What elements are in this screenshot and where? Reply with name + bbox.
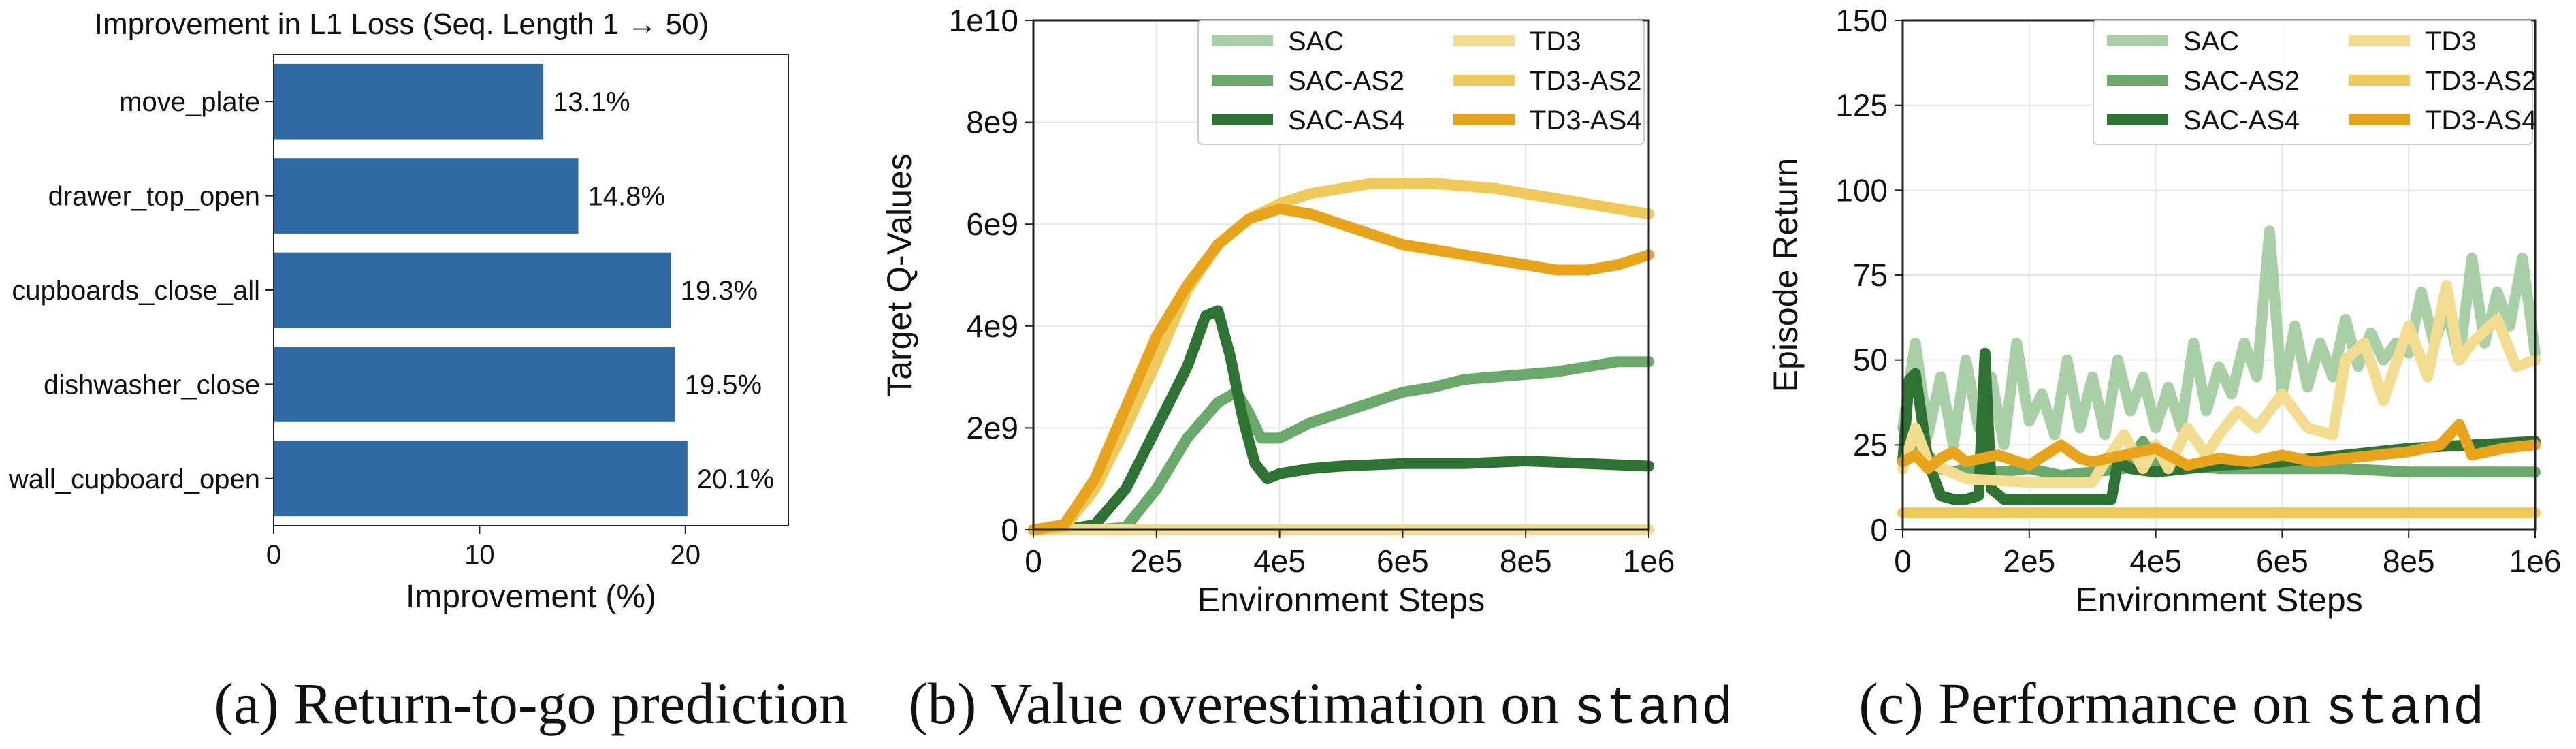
chart-b-series-sac-as4 bbox=[1028, 305, 1654, 535]
caption-code: stand bbox=[2325, 680, 2485, 739]
chart-c-x-tick-label: 8e5 bbox=[2383, 543, 2435, 579]
chart-b-x-axis-label: Environment Steps bbox=[1197, 581, 1485, 619]
chart-b-y-tick-label: 1e10 bbox=[949, 3, 1018, 38]
caption-text: (c) Performance on bbox=[1858, 671, 2325, 736]
bar-value-label: 13.1% bbox=[553, 87, 630, 117]
chart-c-y-axis-label: Episode Return bbox=[1767, 158, 1805, 393]
chart-b-legend-label: TD3-AS2 bbox=[1530, 66, 1642, 96]
chart-c-x-tick-label: 0 bbox=[1894, 543, 1912, 579]
chart-c-series-sac bbox=[1897, 225, 2541, 451]
chart-c-y-tick-label: 25 bbox=[1853, 427, 1888, 462]
captions: (a) Return-to-go prediction (b) Value ove… bbox=[214, 671, 2484, 739]
chart-c-legend-label: SAC-AS4 bbox=[2183, 106, 2300, 136]
chart-c-y-tick-label: 0 bbox=[1870, 512, 1888, 547]
chart-b-y-tick-label: 6e9 bbox=[966, 206, 1018, 242]
chart-b-y-tick-label: 2e9 bbox=[966, 410, 1018, 445]
caption-c: (c) Performance on stand bbox=[1858, 671, 2484, 739]
chart-c-y-tick-label: 75 bbox=[1853, 257, 1888, 293]
chart-b-x-tick-label: 6e5 bbox=[1376, 543, 1429, 579]
chart-b-x-tick-label: 8e5 bbox=[1500, 543, 1552, 579]
y-tick-label: dishwasher_close bbox=[44, 370, 260, 400]
chart-c-legend-box bbox=[2093, 20, 2533, 145]
chart-b-series-td3-as2 bbox=[1028, 178, 1654, 535]
chart-b-y-tick-label: 0 bbox=[1001, 512, 1018, 547]
chart-c-x-tick-label: 6e5 bbox=[2256, 543, 2308, 579]
chart-b-x-tick-label: 0 bbox=[1025, 543, 1042, 579]
chart-b-series-td3-as4 bbox=[1028, 203, 1654, 535]
chart-c-y-tick-label: 50 bbox=[1853, 342, 1888, 378]
chart-c-x-tick-label: 1e6 bbox=[2509, 543, 2562, 579]
chart-b-x-tick-label: 4e5 bbox=[1253, 543, 1306, 579]
chart-c-y-tick-label: 100 bbox=[1835, 172, 1888, 208]
x-tick-label: 20 bbox=[671, 540, 701, 570]
chart-c-legend-label: TD3-AS2 bbox=[2425, 66, 2537, 96]
bar-value-label: 14.8% bbox=[588, 182, 665, 212]
caption-a: (a) Return-to-go prediction bbox=[214, 671, 848, 736]
panel-a-bar-chart: Improvement in L1 Loss (Seq. Length 1 → … bbox=[8, 7, 789, 615]
y-tick-label: cupboards_close_all bbox=[12, 276, 260, 306]
chart-b-y-tick-label: 8e9 bbox=[966, 105, 1018, 140]
bar-value-label: 20.1% bbox=[697, 464, 774, 494]
y-tick-label: move_plate bbox=[119, 87, 260, 117]
chart-b-legend-box bbox=[1197, 20, 1645, 145]
bar-value-label: 19.5% bbox=[685, 370, 762, 400]
chart-b-series-sac-as2 bbox=[1028, 356, 1654, 535]
x-axis-label: Improvement (%) bbox=[406, 579, 656, 615]
plot-frame bbox=[273, 54, 789, 526]
x-tick-label: 10 bbox=[464, 540, 495, 570]
chart-b-legend-label: TD3-AS4 bbox=[1530, 106, 1642, 136]
caption-text: (a) Return-to-go prediction bbox=[214, 671, 848, 736]
chart-c-legend-label: TD3-AS4 bbox=[2425, 106, 2537, 136]
chart-b-legend-label: SAC-AS2 bbox=[1288, 66, 1404, 96]
caption-b: (b) Value overestimation on stand bbox=[908, 671, 1733, 739]
chart-c-y-tick-label: 125 bbox=[1835, 88, 1888, 123]
chart-b-legend-label: SAC bbox=[1288, 27, 1344, 57]
bar-drawer-top-open bbox=[274, 158, 579, 234]
chart-c-x-axis-label: Environment Steps bbox=[2075, 581, 2362, 619]
y-tick-label: drawer_top_open bbox=[48, 182, 260, 212]
chart-b-legend-label: TD3 bbox=[1530, 27, 1581, 57]
chart-c-legend-label: TD3 bbox=[2425, 27, 2477, 57]
chart-b-x-tick-label: 2e5 bbox=[1130, 543, 1182, 579]
panel-b-q-value-chart: 0 2e5 4e5 6e5 8e5 1e6 0 2e9 4e9 6e9 8e9 1e10 Environ… bbox=[880, 3, 1675, 619]
x-tick-label: 0 bbox=[266, 540, 281, 570]
chart-c-y-tick-label: 150 bbox=[1835, 3, 1888, 38]
bar-dishwasher-close bbox=[274, 347, 675, 422]
chart-a-title: Improvement in L1 Loss (Seq. Length 1 → … bbox=[95, 7, 709, 41]
chart-c-legend-label: SAC bbox=[2183, 27, 2239, 57]
bar-cupboards-close-all bbox=[274, 252, 671, 328]
bar-value-label: 19.3% bbox=[681, 276, 758, 306]
chart-c-x-tick-label: 2e5 bbox=[2003, 543, 2055, 579]
bar-move-plate bbox=[274, 63, 544, 140]
y-tick-label: wall_cupboard_open bbox=[8, 464, 260, 494]
caption-text: (b) Value overestimation on bbox=[908, 671, 1574, 736]
chart-b-legend-label: SAC-AS4 bbox=[1288, 106, 1404, 136]
chart-b-y-tick-label: 4e9 bbox=[966, 308, 1018, 344]
panel-c-return-chart: 0 2e5 4e5 6e5 8e5 1e6 0 25 50 75 100 125 150 Environm… bbox=[1767, 3, 2561, 619]
chart-b-y-axis-label: Target Q-Values bbox=[880, 153, 918, 397]
bar-wall-cupboard-open bbox=[274, 441, 688, 517]
chart-b-x-tick-label: 1e6 bbox=[1623, 543, 1675, 579]
chart-c-series-td3 bbox=[1897, 280, 2541, 488]
chart-c-series-td3-as4 bbox=[1897, 419, 2541, 475]
chart-c-legend-label: SAC-AS2 bbox=[2183, 66, 2300, 96]
chart-c-x-tick-label: 4e5 bbox=[2129, 543, 2182, 579]
caption-code: stand bbox=[1574, 680, 1733, 739]
